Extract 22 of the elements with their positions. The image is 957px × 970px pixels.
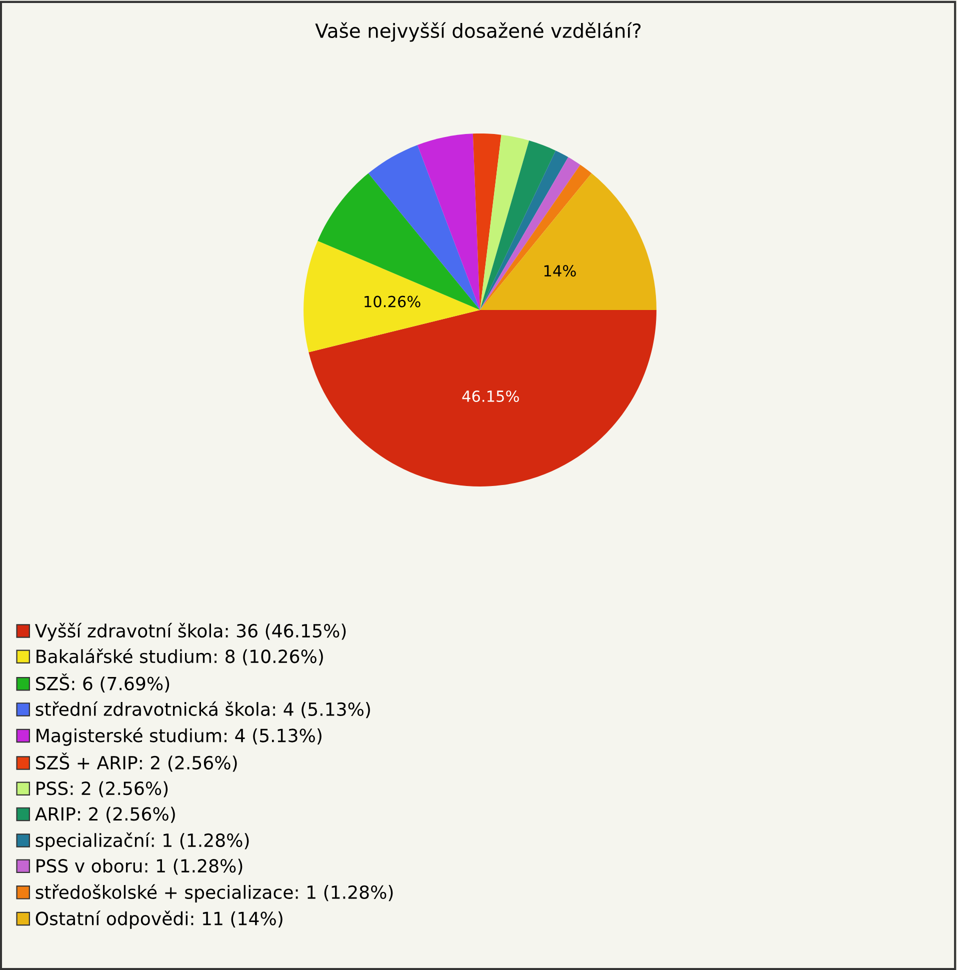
- legend-label: PSS v oboru: 1 (1.28%): [36, 858, 242, 875]
- legend-label: PSS: 2 (2.56%): [36, 781, 168, 798]
- text: 46.15%: [462, 390, 519, 402]
- legend-label: střední zdravotnická škola: 4 (5.13%): [36, 701, 370, 718]
- text: 10.26%: [364, 296, 420, 308]
- pie-slice: [472, 134, 502, 310]
- legend-label: SZŠ: 6 (7.69%): [36, 673, 170, 693]
- legend-label: specializační: 1 (1.28%): [36, 832, 249, 851]
- pie-slice: [480, 134, 530, 310]
- chart-title: Vaše nejvyšší dosažené vzdělání?: [315, 22, 641, 42]
- legend-label: Bakalářské studium: 8 (10.26%): [36, 648, 323, 666]
- legend-label: Ostatní odpovědi: 11 (14%): [36, 910, 282, 929]
- legend-label: Magisterské studium: 4 (5.13%): [36, 728, 322, 746]
- pie-slice: [318, 173, 480, 310]
- legend-label: ARIP: 2 (2.56%): [34, 806, 175, 823]
- text: 14%: [544, 265, 576, 277]
- pie-slice: [308, 310, 656, 486]
- pie-slice: [480, 173, 656, 310]
- legend-label: Vyšší zdravotní škola: 36 (46.15%): [34, 622, 346, 642]
- legend-label: SZŠ + ARIP: 2 (2.56%): [36, 752, 237, 772]
- pie-slice: [304, 240, 480, 352]
- legend-label: středoškolské + specializace: 1 (1.28%): [36, 884, 393, 903]
